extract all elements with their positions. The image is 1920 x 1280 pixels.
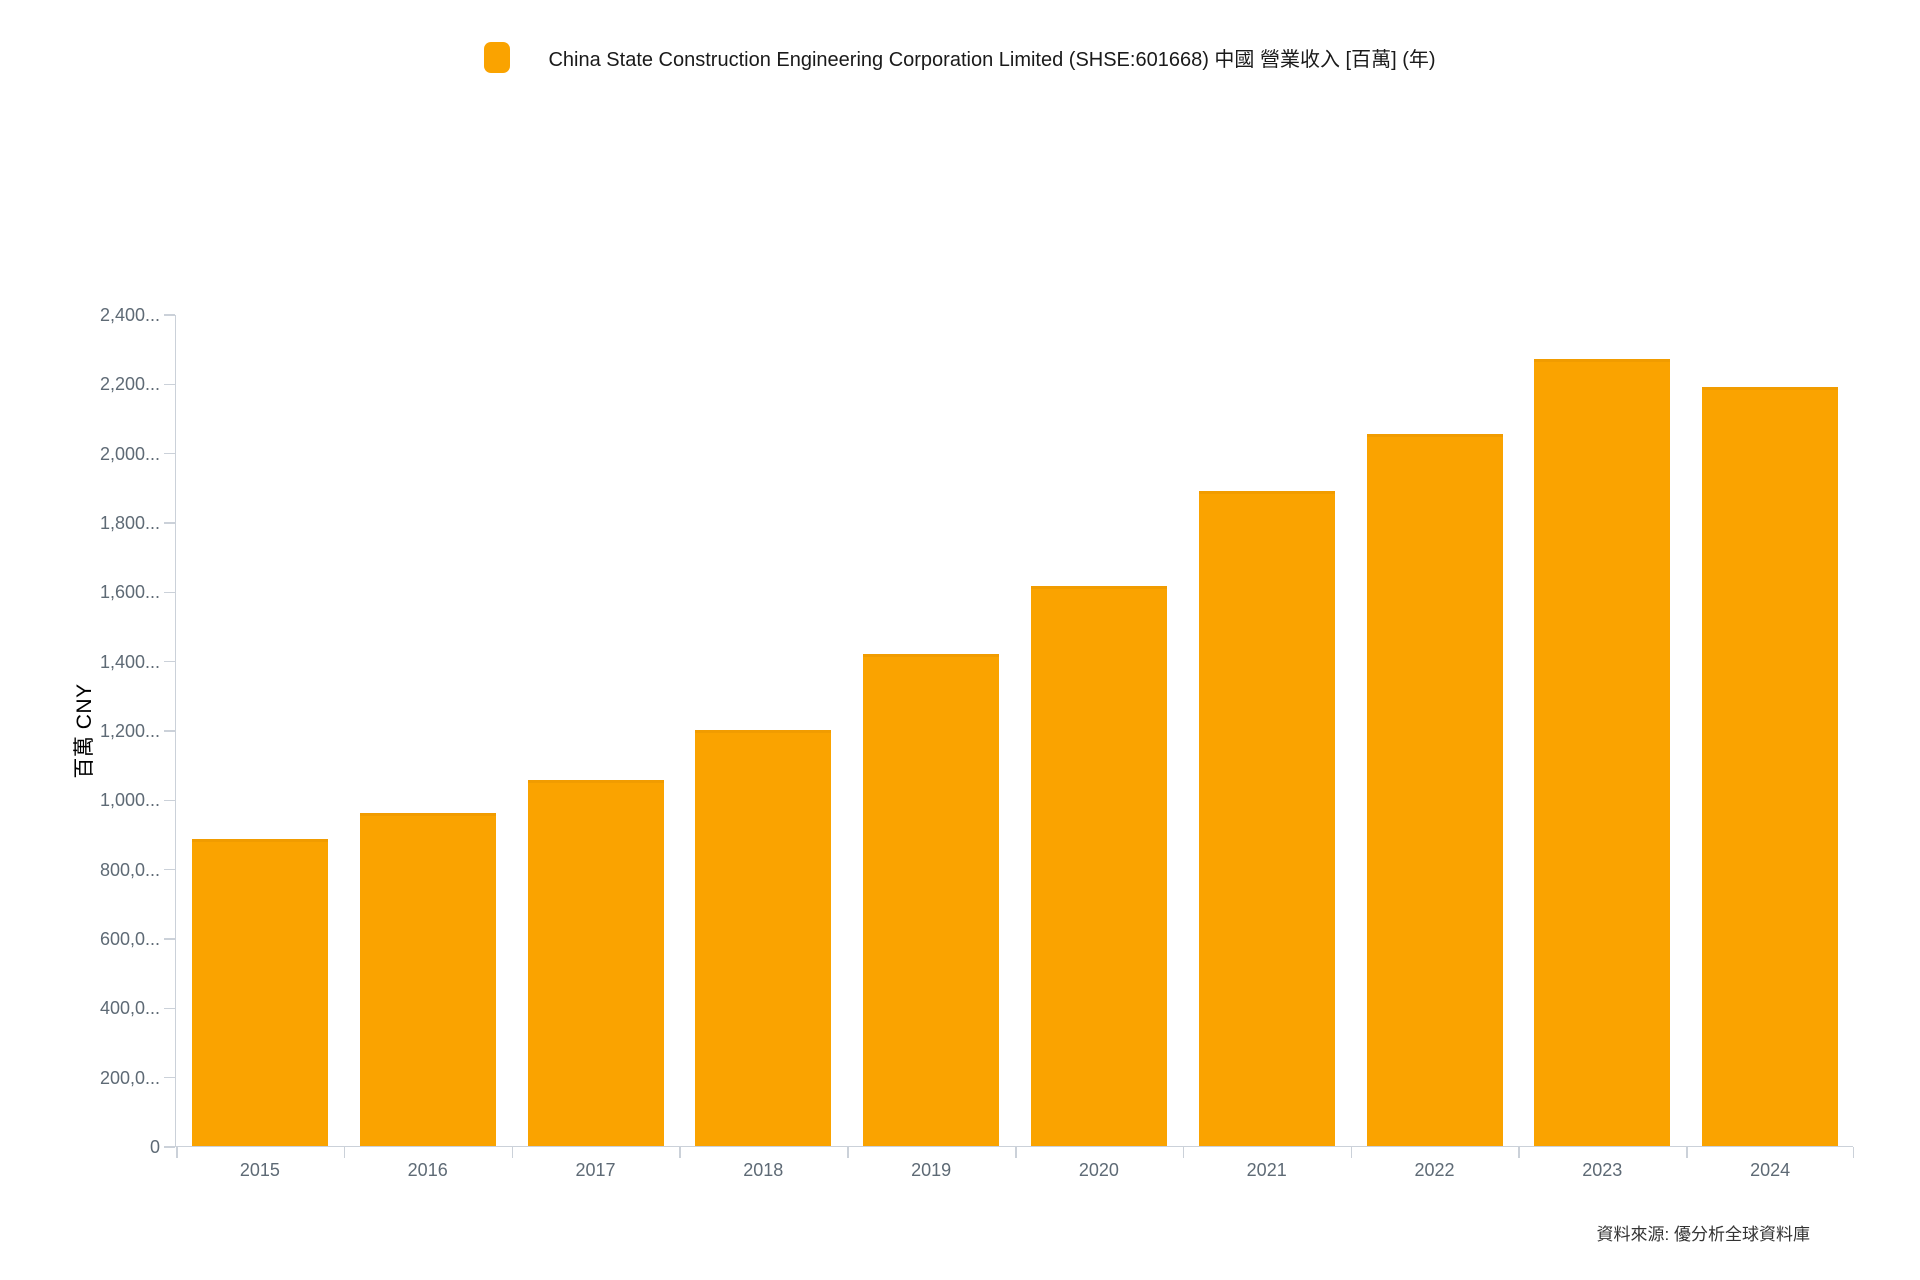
y-axis-tick: [164, 660, 175, 663]
y-axis-label: 1,200...: [99, 721, 160, 741]
y-axis-tick: [164, 1146, 175, 1148]
y-axis-label: 600,0...: [99, 929, 160, 949]
y-axis-tick: [164, 522, 175, 524]
bar-2015[interactable]: [191, 839, 328, 1146]
y-axis-tick: [164, 591, 175, 594]
bar-2023[interactable]: [1534, 359, 1671, 1146]
bar-2021[interactable]: [1198, 490, 1335, 1146]
y-axis-tick: [164, 1076, 175, 1079]
x-axis-label: 2015: [239, 1160, 280, 1180]
y-axis-tick: [164, 938, 175, 940]
y-axis-label: 1,600...: [99, 582, 160, 603]
x-axis-tick: [1518, 1147, 1520, 1158]
bar-2018[interactable]: [695, 730, 832, 1146]
x-axis-label: 2020: [1078, 1160, 1119, 1180]
y-axis-label: 800,0...: [99, 859, 160, 880]
y-axis-label: 0: [149, 1137, 160, 1157]
x-axis-tick: [1350, 1147, 1353, 1158]
x-axis-tick: [847, 1147, 849, 1158]
legend-label: China State Construction Engineering Cor…: [548, 49, 1436, 71]
y-axis-label: 2,000...: [99, 443, 160, 464]
x-axis-tick: [511, 1147, 514, 1158]
bar-2016[interactable]: [359, 813, 496, 1146]
y-axis-tick: [164, 730, 175, 732]
bar-2019[interactable]: [863, 653, 1000, 1146]
y-axis-label: 200,0...: [99, 1067, 160, 1088]
bar-2020[interactable]: [1030, 586, 1167, 1146]
y-axis-label: 2,400...: [99, 305, 160, 325]
plot-area: 2015 2016 2017 2018 2019 2020 2021 2022 2023 2024: [175, 315, 1854, 1180]
x-axis-tick: [1852, 1147, 1854, 1158]
x-axis-tick: [343, 1147, 346, 1158]
y-axis-tick: [164, 1007, 175, 1010]
x-axis-label: 2024: [1750, 1160, 1791, 1180]
bar-2024[interactable]: [1702, 386, 1839, 1146]
y-axis-tick: [164, 314, 175, 316]
legend-marker-icon: [484, 42, 511, 73]
x-axis-tick: [1182, 1147, 1185, 1158]
legend-item[interactable]: China State Construction Engineering Cor…: [484, 42, 1436, 73]
y-axis-label: 1,400...: [99, 651, 160, 672]
y-axis-label: 2,200...: [99, 374, 160, 395]
bar-2017[interactable]: [527, 780, 664, 1146]
x-axis-tick: [679, 1147, 681, 1158]
x-axis-label: 2023: [1582, 1160, 1623, 1180]
x-axis-tick: [1015, 1147, 1017, 1158]
y-axis-tick: [164, 383, 175, 386]
y-axis-label: 1,800...: [99, 513, 160, 533]
y-axis-label: 400,0...: [99, 998, 160, 1019]
x-axis-label: 2017: [575, 1160, 616, 1180]
x-axis-label: 2021: [1246, 1160, 1287, 1180]
y-axis-label: 1,000...: [99, 790, 160, 811]
x-axis-label: 2022: [1414, 1160, 1455, 1180]
x-axis-label: 2016: [407, 1160, 448, 1180]
x-axis-tick: [1686, 1147, 1688, 1158]
y-axis-tick: [164, 452, 175, 455]
legend: China State Construction Engineering Cor…: [0, 42, 1920, 73]
source-note: 資料來源: 優分析全球資料庫: [1596, 1225, 1810, 1244]
x-axis-tick: [176, 1147, 178, 1158]
y-axis-tick: [164, 799, 175, 802]
y-axis-tick: [164, 868, 175, 871]
x-axis-label: 2019: [911, 1160, 952, 1180]
x-axis-label: 2018: [743, 1160, 784, 1180]
bar-2022[interactable]: [1366, 433, 1503, 1146]
